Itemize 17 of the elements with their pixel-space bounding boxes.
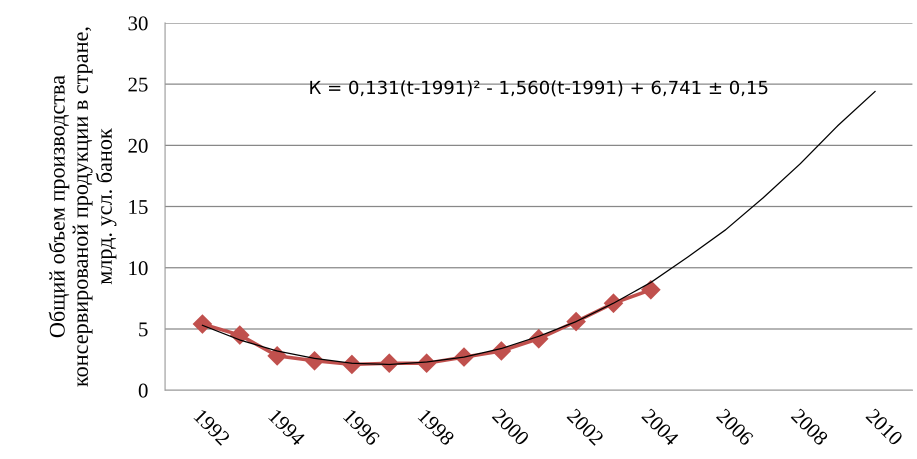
y-tick-label: 15 bbox=[129, 200, 148, 214]
y-axis-title: Общий объем производства консервированой продукции в стране, млрд. усл. банок bbox=[48, 27, 116, 387]
x-tick-label: 1996 bbox=[342, 408, 380, 446]
point bbox=[268, 346, 287, 366]
y-tick-label: 0 bbox=[138, 384, 148, 398]
y-tick-label: 20 bbox=[128, 138, 148, 153]
y-tick-label: 30 bbox=[128, 16, 148, 30]
y-tick-label: 10 bbox=[129, 261, 148, 276]
annotation: К = 0,131(t-1991)² - 1,560(t-1991) + 6,741 ± 0,15 bbox=[310, 80, 768, 96]
y-tick-label: 5 bbox=[139, 322, 148, 336]
point bbox=[230, 326, 250, 345]
x-tick-label: 1994 bbox=[268, 408, 306, 446]
point bbox=[304, 351, 324, 370]
point bbox=[192, 314, 212, 334]
x-tick-label: 1998 bbox=[418, 408, 456, 446]
y-tick-label: 25 bbox=[128, 78, 148, 92]
point bbox=[641, 280, 660, 300]
